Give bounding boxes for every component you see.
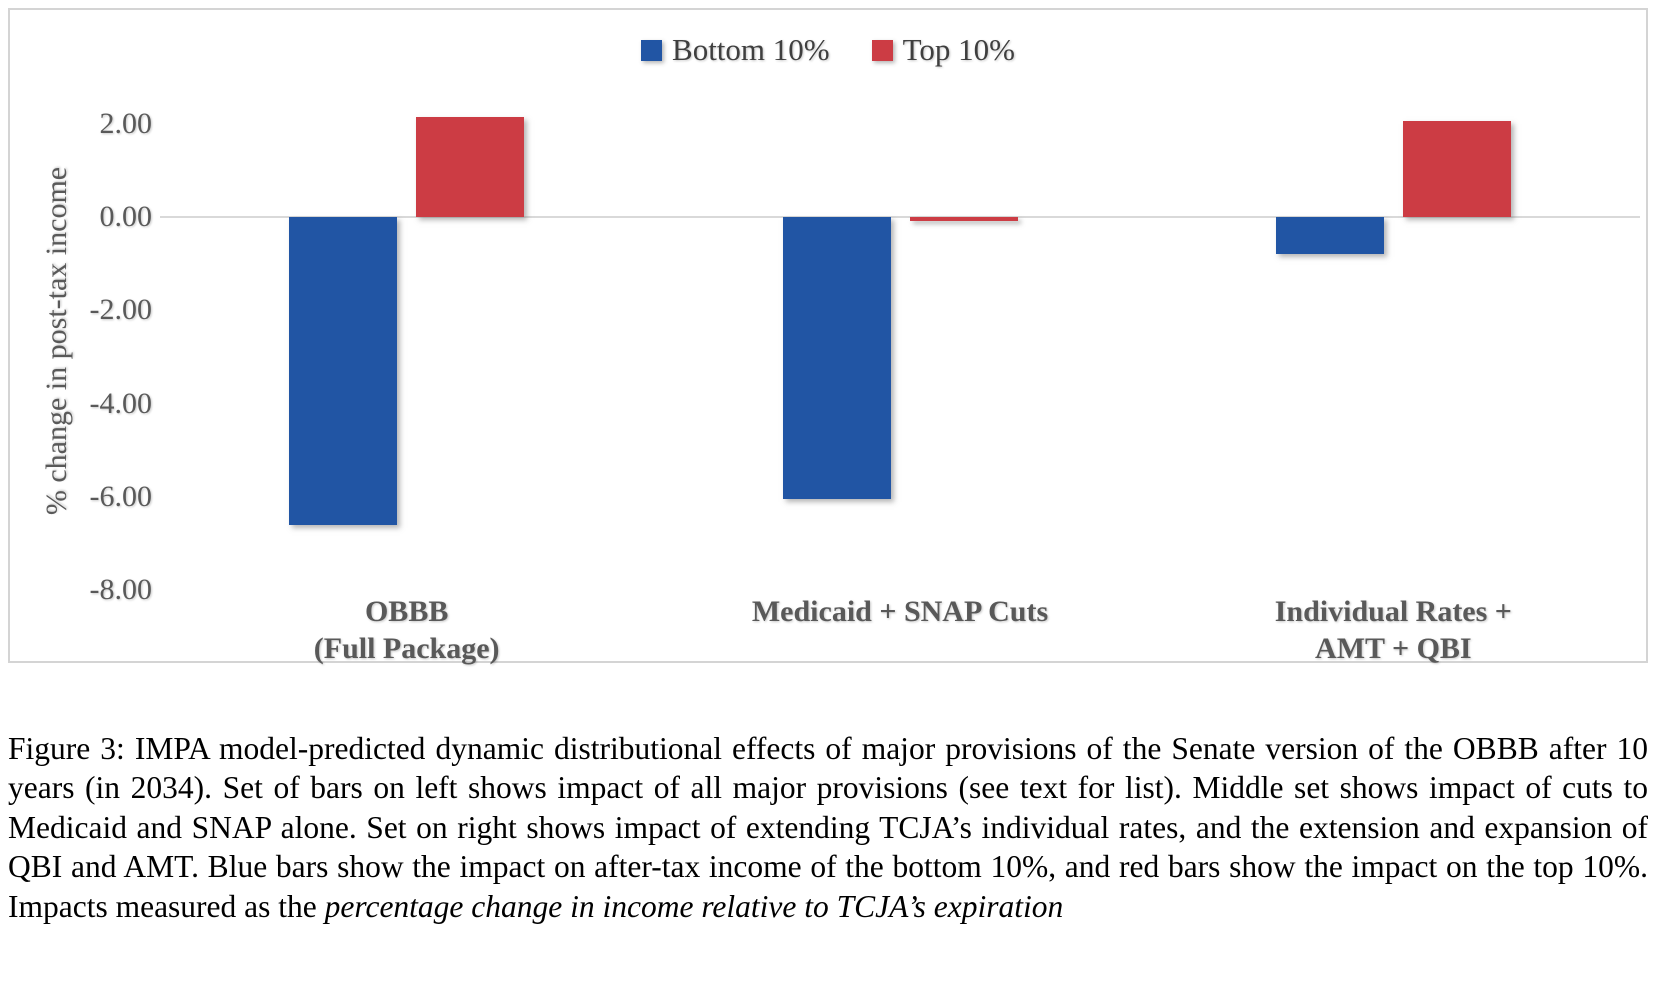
- y-tick-label: -2.00: [89, 293, 153, 327]
- bar-top-10-individual-rates: [1402, 121, 1511, 217]
- chart-legend: Bottom 10% Top 10%: [10, 32, 1646, 68]
- bar-bottom-10-medicaid-snap-cuts: [782, 217, 891, 500]
- category-label: Medicaid + SNAP Cuts: [751, 595, 1049, 628]
- category-label: OBBB (Full Package): [313, 595, 500, 665]
- legend-label: Bottom 10%: [672, 32, 830, 67]
- bar-bottom-10-obbb: [289, 217, 398, 525]
- bar-top-10-medicaid-snap-cuts: [909, 217, 1018, 221]
- y-tick-label: -6.00: [89, 479, 153, 513]
- figure-caption: Figure 3: IMPA model-predicted dynamic d…: [8, 729, 1648, 927]
- y-tick-label: 0.00: [99, 200, 153, 233]
- y-tick-label: 2.00: [99, 106, 153, 140]
- category-label: Individual Rates + AMT + QBI: [1274, 595, 1512, 665]
- y-tick-label: -8.00: [89, 573, 153, 607]
- chart-frame: Bottom 10% Top 10% % change in post-tax i…: [8, 8, 1648, 665]
- legend-swatch-top-10: [871, 39, 893, 61]
- legend-item-bottom-10: Bottom 10%: [641, 32, 830, 68]
- legend-swatch-bottom-10: [641, 39, 663, 61]
- legend-label: Top 10%: [902, 32, 1015, 67]
- zero-axis-line: [160, 216, 1640, 218]
- y-tick-label: -4.00: [89, 386, 153, 420]
- bar-bottom-10-individual-rates: [1275, 217, 1384, 255]
- caption-text: Figure 3: IMPA model-predicted dynamic d…: [8, 730, 1648, 924]
- bar-top-10-obbb: [416, 116, 525, 217]
- legend-item-top-10: Top 10%: [871, 32, 1015, 68]
- caption-italic-text: percentage change in income relative to …: [324, 888, 1064, 924]
